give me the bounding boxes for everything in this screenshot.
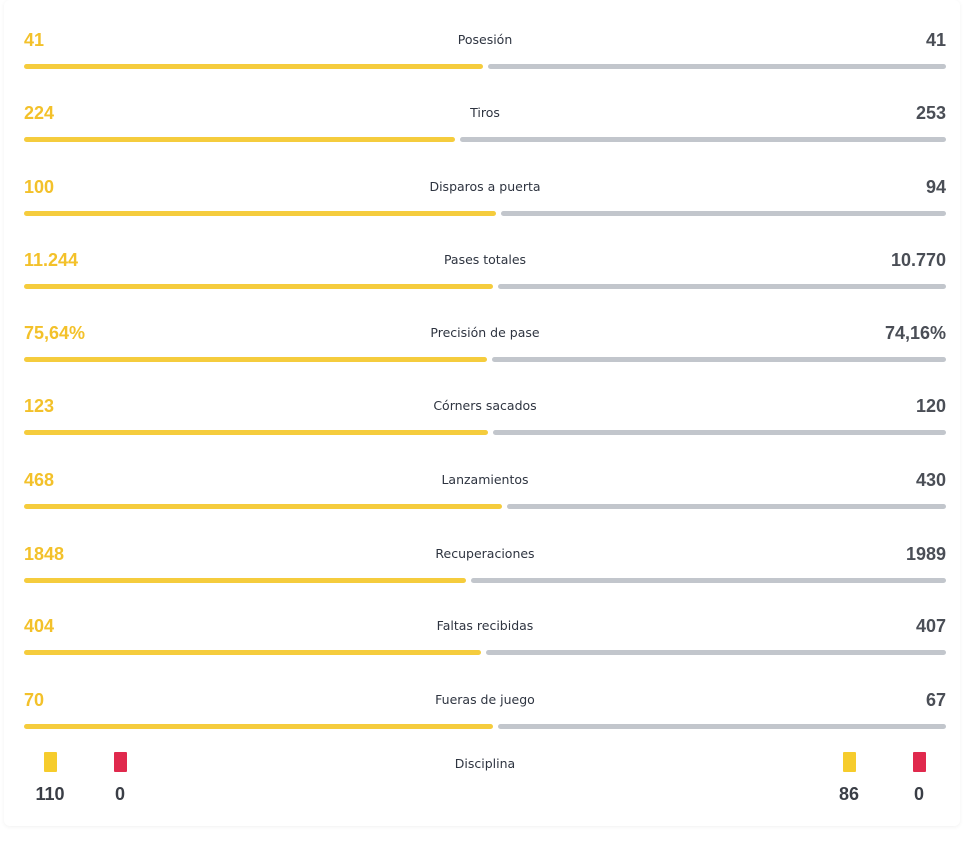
home-bar (24, 211, 496, 216)
away-value: 41 (925, 30, 946, 50)
home-value: 100 (24, 177, 55, 197)
home-value: 123 (24, 396, 55, 416)
home-bar (24, 724, 493, 729)
stat-label: Pases totales (443, 252, 527, 267)
stat-label: Fueras de juego (435, 692, 535, 707)
discipline-section: 110 0 Disciplina 86 0 (24, 740, 946, 810)
away-bar (498, 284, 946, 289)
stat-label: Precisión de pase (430, 325, 540, 340)
away-value: 67 (925, 690, 946, 710)
home-yellow-cards: 110 (30, 752, 70, 805)
home-bar (24, 578, 466, 583)
away-red-count: 0 (913, 784, 924, 804)
home-value: 468 (24, 470, 55, 490)
home-bar (24, 64, 483, 69)
home-bar (24, 137, 455, 142)
away-value: 253 (915, 103, 946, 123)
home-yellow-count: 110 (35, 784, 65, 804)
stat-row-corners: 123 Córners sacados 120 (24, 386, 946, 442)
home-value: 404 (24, 616, 55, 636)
away-bar (507, 504, 946, 509)
away-bar (460, 137, 946, 142)
away-bar (471, 578, 946, 583)
away-value: 120 (915, 396, 946, 416)
home-bar (24, 357, 487, 362)
stat-label: Disparos a puerta (429, 179, 541, 194)
away-bar (488, 64, 946, 69)
stat-label: Tiros (470, 105, 500, 120)
home-value: 75,64% (24, 323, 86, 343)
away-value: 94 (925, 177, 946, 197)
red-card-icon (912, 752, 926, 772)
away-value: 407 (915, 616, 946, 636)
away-bar (486, 650, 946, 655)
away-bar (498, 724, 946, 729)
home-bar (24, 650, 481, 655)
away-value: 74,16% (884, 323, 946, 343)
stat-row-fouls-received: 404 Faltas recibidas 407 (24, 606, 946, 662)
home-value: 1848 (24, 544, 65, 564)
home-value: 224 (24, 103, 55, 123)
stat-row-shots-on-target: 100 Disparos a puerta 94 (24, 167, 946, 223)
stat-label: Faltas recibidas (436, 618, 534, 633)
stat-row-throw-ins: 468 Lanzamientos 430 (24, 460, 946, 516)
home-red-count: 0 (114, 784, 125, 804)
away-value: 10.770 (890, 250, 946, 270)
stat-label: Recuperaciones (435, 546, 535, 561)
home-value: 70 (24, 690, 45, 710)
away-bar (492, 357, 946, 362)
home-bar (24, 284, 493, 289)
stat-row-offsides: 70 Fueras de juego 67 (24, 680, 946, 736)
away-value: 1989 (905, 544, 946, 564)
stat-row-pass-accuracy: 75,64% Precisión de pase 74,16% (24, 313, 946, 369)
stat-row-recoveries: 1848 Recuperaciones 1989 (24, 534, 946, 590)
stat-label: Córners sacados (433, 398, 537, 413)
away-yellow-cards: 86 (829, 752, 869, 805)
discipline-label: Disciplina (454, 756, 516, 771)
yellow-card-icon (43, 752, 57, 772)
away-bar (501, 211, 946, 216)
stat-row-total-passes: 11.244 Pases totales 10.770 (24, 240, 946, 296)
home-bar (24, 430, 488, 435)
away-red-cards: 0 (899, 752, 939, 805)
home-bar (24, 504, 502, 509)
home-value: 41 (24, 30, 45, 50)
away-bar (493, 430, 946, 435)
home-red-cards: 0 (100, 752, 140, 805)
stats-card: 41 Posesión 41 224 Tiros 253 100 Disparo… (4, 0, 960, 826)
stat-row-shots: 224 Tiros 253 (24, 93, 946, 149)
yellow-card-icon (842, 752, 856, 772)
red-card-icon (113, 752, 127, 772)
stat-label: Lanzamientos (441, 472, 529, 487)
stat-row-possession: 41 Posesión 41 (24, 20, 946, 76)
away-value: 430 (915, 470, 946, 490)
home-value: 11.244 (24, 250, 79, 270)
stat-label: Posesión (457, 32, 513, 47)
away-yellow-count: 86 (838, 784, 860, 804)
